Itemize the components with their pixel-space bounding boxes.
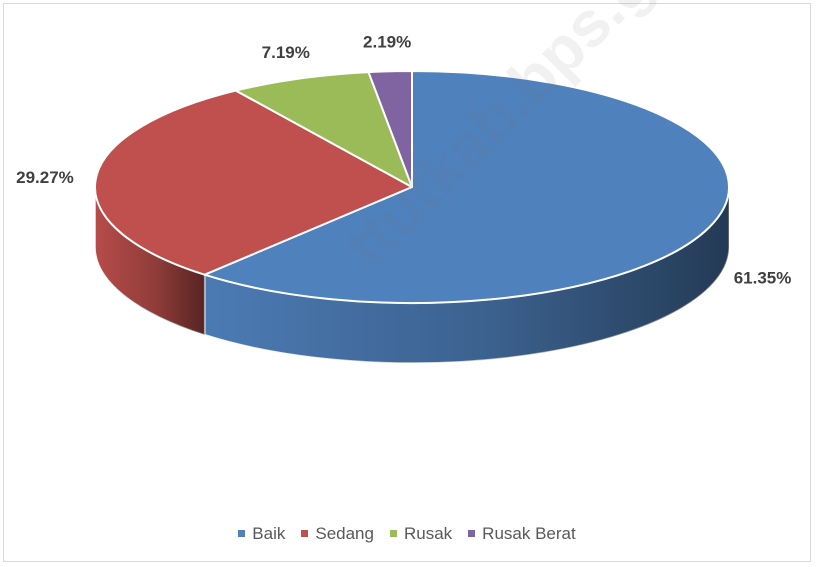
pie-sides [94,186,730,364]
legend-item-baik: Baik [238,524,285,544]
data-label-baik: 61.35% [734,268,792,287]
legend-item-rusak: Rusak [389,523,453,544]
legend-swatch-rusak [389,530,397,537]
chart-area: 61.35% 29.27% 7.19% 2.19% Baik Sedang Rusak Ru… [3,3,811,562]
legend: Baik Sedang Rusak Rusak Berat [4,522,810,544]
pie-tops [94,70,730,304]
data-labels: 61.35% 29.27% 7.19% 2.19% [16,33,791,288]
legend-item-rusak-berat: Rusak Berat [468,524,576,544]
data-label-sedang: 29.27% [16,168,74,187]
legend-label-sedang: Sedang [315,523,374,543]
legend-label-rusak-berat: Rusak Berat [482,523,576,543]
pie-slice-rusak-berat [367,70,413,188]
pie-slice-sedang [94,89,413,276]
pie-slice-baik [203,70,730,304]
data-label-rusak-berat: 2.19% [363,33,411,52]
legend-item-sedang: Sedang [301,524,374,544]
pie-side-sedang-shade [95,187,205,335]
pie-side-baik-shade [204,187,729,363]
data-label-rusak: 7.19% [262,43,310,62]
pie-chart: 61.35% 29.27% 7.19% 2.19% [16,33,791,364]
legend-label-baik: Baik [252,523,286,543]
legend-swatch-sedang [301,530,309,537]
pie-slice-rusak [234,71,413,188]
legend-label-rusak: Rusak [403,523,453,543]
legend-swatch-baik [238,530,246,537]
legend-swatch-rusak-berat [468,530,476,537]
